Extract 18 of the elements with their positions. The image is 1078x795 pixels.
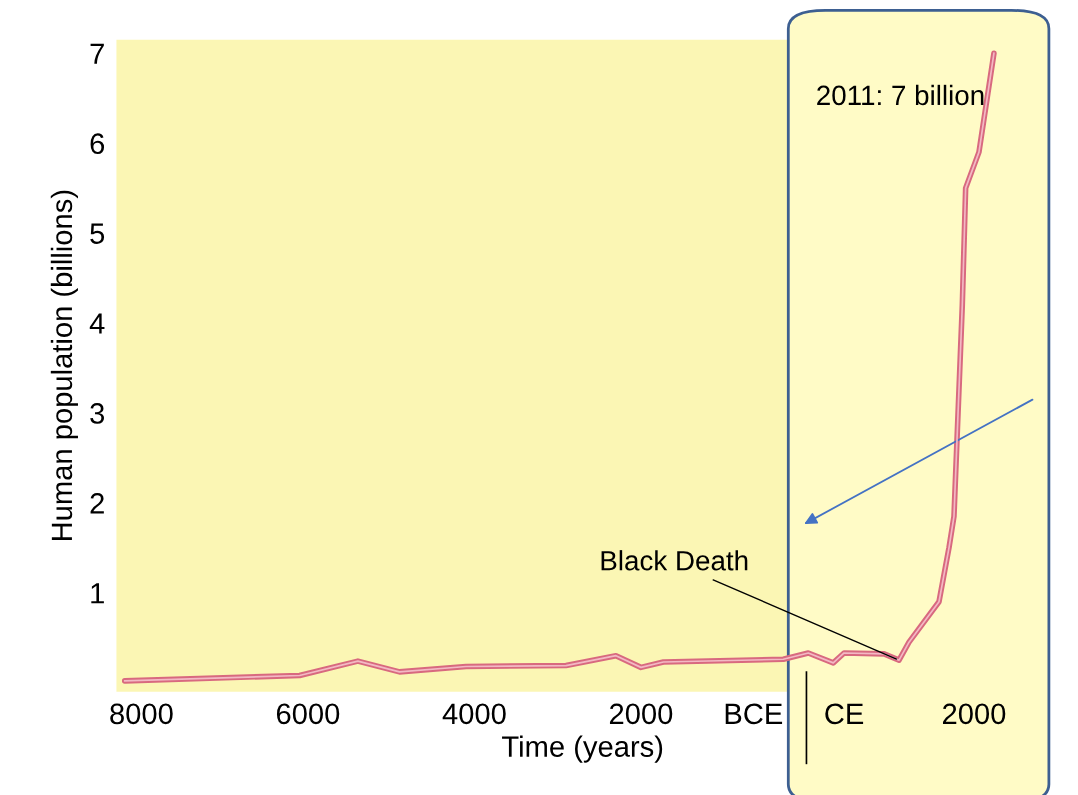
y-tick-label: 5 [90,223,105,244]
x-tick-label: 2000 [609,703,673,725]
y-tick-label: 2 [90,493,104,514]
annotation: Black Death [601,550,748,571]
x-tick-label: CE [825,703,864,725]
y-tick-label: 4 [89,313,105,334]
y-axis-title: Human population (billions) [50,190,78,541]
y-tick-label: 3 [90,403,105,424]
annotation: 2011: 7 billion [817,84,984,106]
x-tick-label: 6000 [276,703,340,725]
x-tick-label: 8000 [110,703,173,725]
y-tick-label: 1 [91,583,104,604]
y-tick-label: 7 [90,43,104,64]
x-tick-label: BCE [725,703,783,725]
x-axis-title: Time (years) [502,735,663,763]
x-tick-label: 4000 [442,703,506,725]
x-tick-label: 2000 [942,703,1006,725]
y-tick-label: 6 [90,133,105,155]
